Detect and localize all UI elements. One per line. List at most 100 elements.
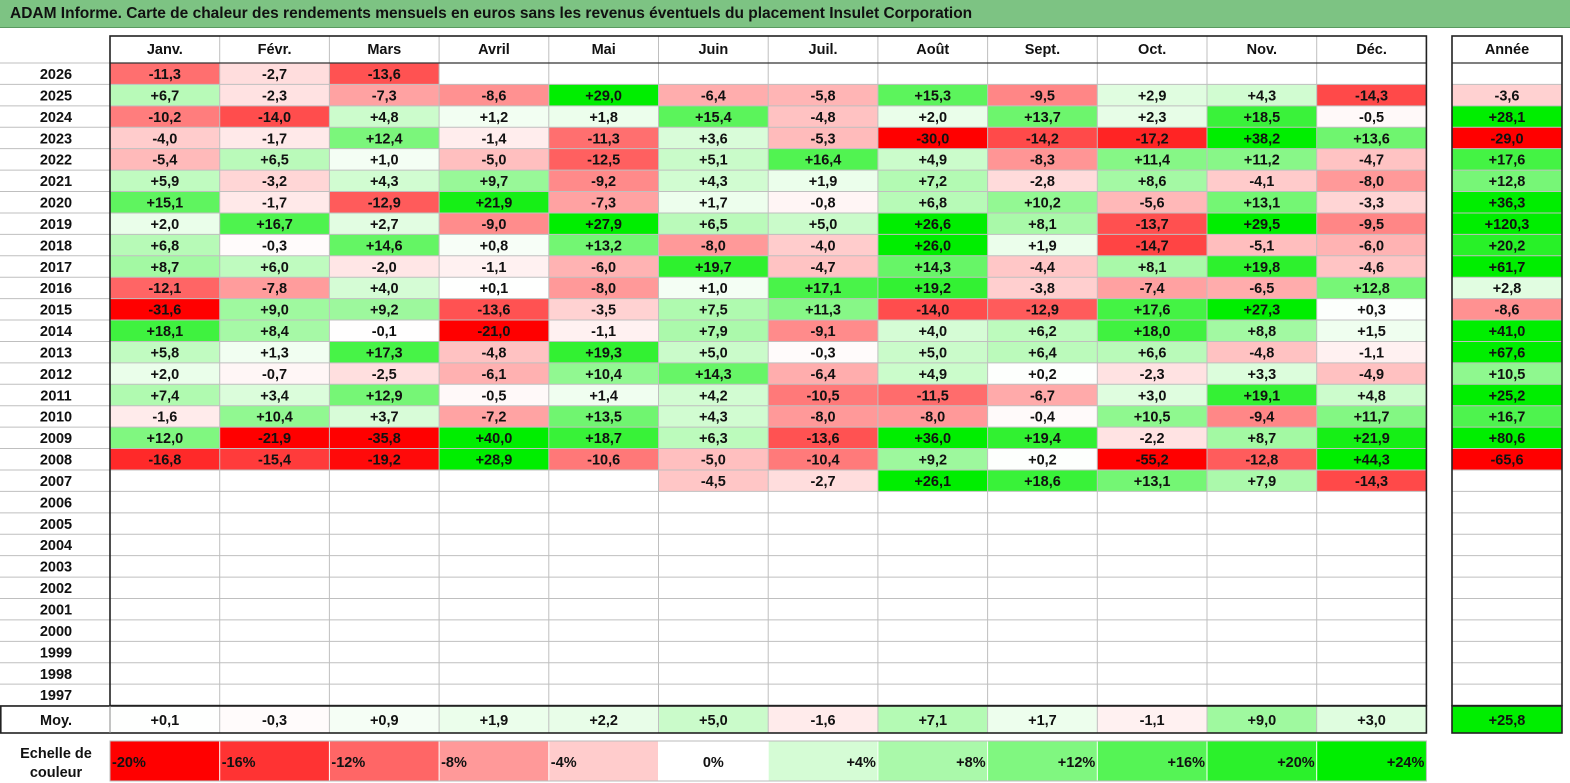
- heatmap-cell: [1097, 212, 1207, 235]
- heatmap-cell: [987, 255, 1098, 278]
- heatmap-cell: [877, 127, 988, 149]
- heatmap-cell: [110, 684, 220, 706]
- year-total-value: +80,6: [1489, 431, 1526, 447]
- heatmap-cell: [768, 577, 878, 599]
- heatmap-cell: [110, 362, 220, 385]
- heatmap-cell-value: +2,0: [918, 110, 947, 126]
- heatmap-cell: [877, 641, 988, 663]
- heatmap-cell-value: +1,0: [699, 281, 728, 297]
- heatmap-cell-value: +8,7: [1248, 431, 1277, 447]
- year-total-cell: [1452, 619, 1562, 642]
- heatmap-cell: [219, 320, 330, 342]
- year-total-cell: [1452, 148, 1562, 171]
- heatmap-cell: [1207, 127, 1317, 149]
- heatmap-cell-value: -6,0: [591, 260, 616, 276]
- heatmap-cell: [658, 598, 769, 620]
- heatmap-cell: [1207, 362, 1317, 385]
- heatmap-cell: [110, 212, 220, 235]
- heatmap-cell: [1207, 170, 1317, 192]
- heatmap-cell: [219, 577, 330, 599]
- heatmap-cell-value: +1,4: [589, 388, 618, 404]
- heatmap-cell: [658, 405, 769, 428]
- average-total-cell: [1452, 706, 1562, 733]
- year-total-value: -65,6: [1490, 453, 1523, 469]
- heatmap-cell-value: -12,9: [1026, 303, 1059, 319]
- heatmap-cell: [329, 255, 440, 278]
- heatmap-cell-value: -6,1: [481, 367, 506, 383]
- heatmap-cell-value: +15,4: [695, 110, 732, 126]
- heatmap-cell-value: -5,0: [481, 153, 506, 169]
- heatmap-cell: [548, 362, 659, 385]
- heatmap-cell: [1316, 491, 1427, 513]
- year-total-cell: [1452, 598, 1562, 620]
- heatmap-cell-value: +10,4: [256, 410, 293, 426]
- heatmap-cell-value: +3,7: [370, 410, 399, 426]
- chart-title: ADAM Informe. Carte de chaleur des rende…: [10, 5, 973, 22]
- heatmap-cell-value: +40,0: [476, 431, 513, 447]
- heatmap-cell: [1097, 255, 1207, 278]
- row-year-label: 2011: [40, 388, 71, 404]
- heatmap-cell: [110, 491, 220, 513]
- heatmap-cell: [329, 362, 440, 385]
- row-year-label: 2015: [40, 303, 72, 319]
- heatmap-cell: [1207, 255, 1317, 278]
- heatmap-cell: [768, 405, 878, 428]
- year-total-cell: [1452, 555, 1562, 578]
- year-total-cell: [1452, 63, 1562, 85]
- scale-swatch: [439, 741, 549, 781]
- heatmap-cell-value: -4,8: [1249, 345, 1274, 361]
- heatmap-cell-value: +36,0: [914, 431, 951, 447]
- heatmap-cell: [329, 212, 440, 235]
- heatmap-cell-value: +11,3: [805, 303, 841, 319]
- year-total-value: +16,7: [1489, 410, 1526, 426]
- year-total-cell: [1452, 577, 1562, 599]
- scale-swatch: [329, 741, 440, 781]
- heatmap-cell-value: +2,0: [151, 367, 180, 383]
- heatmap-cell-value: +4,0: [370, 281, 399, 297]
- heatmap-cell: [768, 255, 878, 278]
- row-year-label: 2008: [40, 453, 72, 469]
- heatmap-cell: [987, 127, 1098, 149]
- heatmap-cell: [439, 362, 549, 385]
- heatmap-cell: [1316, 534, 1427, 556]
- average-cell: [768, 706, 878, 733]
- row-year-label: 2024: [40, 110, 72, 126]
- average-cell-value: -1,1: [1140, 713, 1165, 729]
- heatmap-cell: [110, 255, 220, 278]
- heatmap-cell: [110, 469, 220, 492]
- heatmap-cell-value: -4,0: [811, 238, 836, 254]
- heatmap-cell: [1316, 577, 1427, 599]
- heatmap-cell: [1097, 491, 1207, 513]
- heatmap-cell: [987, 469, 1098, 492]
- heatmap-cell-value: -4,6: [1359, 260, 1384, 276]
- heatmap-cell-value: -1,1: [481, 260, 506, 276]
- heatmap-cell-value: -0,1: [372, 324, 397, 340]
- heatmap-cell: [219, 405, 330, 428]
- heatmap-cell-value: -0,8: [811, 196, 836, 212]
- heatmap-cell: [548, 212, 659, 235]
- scale-swatch: [1097, 741, 1207, 781]
- heatmap-cell-value: -3,8: [1030, 281, 1055, 297]
- heatmap-cell: [1097, 298, 1207, 321]
- heatmap-cell: [548, 662, 659, 685]
- heatmap-cell-value: +4,8: [370, 110, 399, 126]
- heatmap-cell: [439, 234, 549, 256]
- year-total-cell: [1452, 105, 1562, 128]
- row-year-label: 2018: [40, 238, 72, 254]
- heatmap-cell-value: +8,8: [1248, 324, 1277, 340]
- heatmap-cell-value: -9,2: [591, 174, 616, 190]
- heatmap-cell: [1097, 170, 1207, 192]
- row-year-label: 2026: [40, 67, 72, 83]
- heatmap-cell: [877, 469, 988, 492]
- heatmap-cell: [219, 127, 330, 149]
- heatmap-cell: [548, 384, 659, 406]
- heatmap-cell: [658, 212, 769, 235]
- heatmap-cell-value: +5,0: [809, 217, 838, 233]
- heatmap-cell: [439, 212, 549, 235]
- heatmap-cell-value: +4,3: [699, 174, 728, 190]
- heatmap-cell-value: -4,0: [152, 131, 177, 147]
- heatmap-cell: [658, 148, 769, 171]
- heatmap-cell-value: -0,3: [262, 238, 287, 254]
- heatmap-cell: [1207, 191, 1317, 213]
- heatmap-cell: [1316, 148, 1427, 171]
